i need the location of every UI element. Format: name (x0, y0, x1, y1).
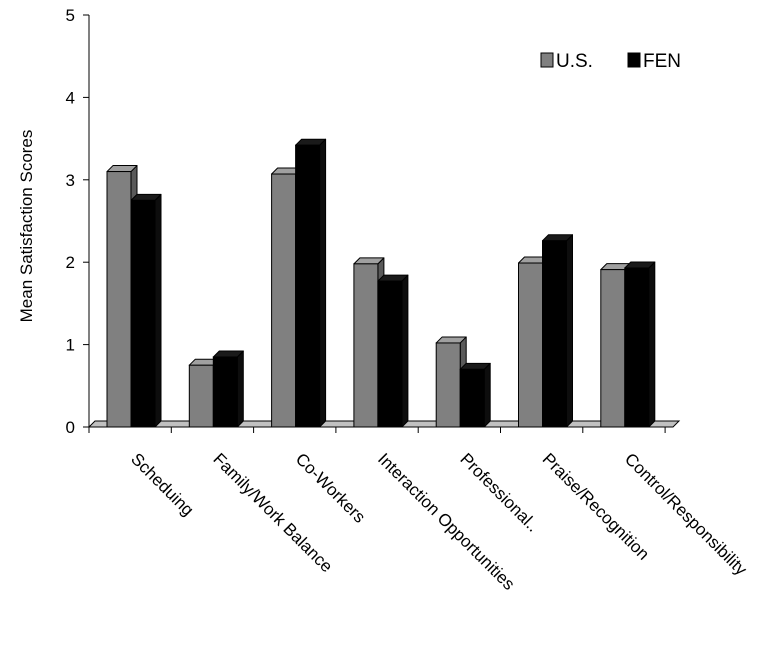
bar-front-face (295, 144, 321, 428)
bars (106, 138, 656, 428)
bar-fen-praise-recognition (542, 234, 573, 428)
y-tick-label: 5 (66, 6, 75, 25)
y-tick-label: 2 (66, 253, 75, 272)
legend-swatch (627, 52, 641, 68)
y-axis-title: Mean Satisfaction Scores (17, 130, 36, 323)
legend-label: U.S. (556, 51, 593, 72)
bar-front-face (459, 368, 485, 428)
bar-front-face (624, 267, 650, 428)
y-tick-label: 4 (66, 88, 75, 107)
bar-side-face (154, 193, 162, 428)
y-axis: 0 1 2 3 4 5 (66, 6, 90, 437)
bar-top-face (130, 193, 162, 201)
legend-label: FEN (643, 51, 681, 72)
bar-front-face (212, 356, 238, 428)
x-tick-label-interaction-opportunities: Interaction Opportunities (374, 449, 518, 593)
x-tick-label-professional: Professional.. (456, 449, 542, 535)
bar-front-face (271, 173, 297, 428)
bar-fen-interaction-opportunities (377, 274, 409, 428)
bar-front-face (435, 342, 461, 428)
bar-front-face (188, 364, 214, 428)
bar-front-face (377, 280, 403, 428)
bar-side-face (319, 138, 327, 428)
bar-fen-co-workers (295, 138, 327, 428)
bar-front-face (130, 199, 156, 428)
bar-side-face (483, 362, 491, 428)
bar-front-face (106, 171, 132, 428)
legend: U.S. FEN (540, 51, 681, 72)
bar-side-face (648, 261, 656, 428)
bar-top-face (353, 257, 385, 265)
bar-top-face (435, 336, 467, 344)
legend-item-u-s: U.S. (540, 51, 593, 72)
bar-top-face (542, 234, 573, 242)
bar-front-face (600, 269, 626, 428)
bar-top-face (106, 165, 138, 173)
bar-top-face (295, 138, 327, 146)
bar-side-face (566, 234, 573, 428)
x-tick-label-scheduing: Scheduing (127, 449, 197, 519)
bar-fen-control-responsibility (624, 261, 656, 428)
y-tick-label: 1 (66, 336, 75, 355)
bar-top-face (377, 274, 409, 282)
bar-fen-professional (459, 362, 491, 428)
bar-top-face (212, 350, 244, 358)
legend-item-fen: FEN (627, 51, 681, 72)
x-tick-label-co-workers: Co-Workers (292, 449, 369, 526)
bar-top-face (459, 362, 491, 370)
bar-side-face (236, 350, 244, 428)
y-tick-label: 0 (66, 418, 75, 437)
bar-front-face (542, 240, 567, 428)
bar-fen-scheduing (130, 193, 162, 428)
bar-fen-family-work-balance (212, 350, 244, 428)
legend-swatch (540, 52, 554, 68)
bar-side-face (401, 274, 409, 428)
bar-top-face (624, 261, 656, 269)
y-tick-label: 3 (66, 171, 75, 190)
bar-front-face (518, 262, 543, 428)
bar-front-face (353, 263, 379, 428)
